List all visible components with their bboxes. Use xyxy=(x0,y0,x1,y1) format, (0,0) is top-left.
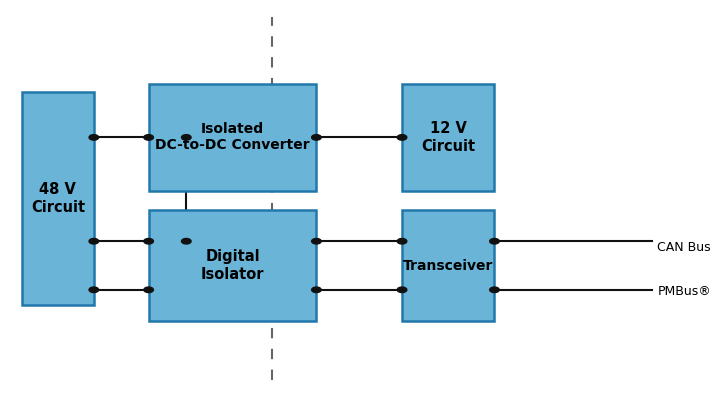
Text: CAN Bus: CAN Bus xyxy=(658,241,711,254)
Circle shape xyxy=(397,135,407,140)
Circle shape xyxy=(144,287,154,293)
Circle shape xyxy=(144,239,154,244)
Circle shape xyxy=(490,287,499,293)
Circle shape xyxy=(182,239,191,244)
Circle shape xyxy=(397,239,407,244)
Circle shape xyxy=(397,287,407,293)
Text: 12 V
Circuit: 12 V Circuit xyxy=(421,121,475,154)
Text: PMBus®: PMBus® xyxy=(658,285,712,298)
Circle shape xyxy=(312,287,321,293)
FancyBboxPatch shape xyxy=(149,84,317,191)
Text: Digital
Isolator: Digital Isolator xyxy=(201,249,264,282)
Text: 48 V
Circuit: 48 V Circuit xyxy=(31,182,85,215)
Circle shape xyxy=(89,287,98,293)
Circle shape xyxy=(312,239,321,244)
Circle shape xyxy=(490,239,499,244)
FancyBboxPatch shape xyxy=(402,84,495,191)
Text: Isolated
DC-to-DC Converter: Isolated DC-to-DC Converter xyxy=(155,122,310,152)
Circle shape xyxy=(89,239,98,244)
Circle shape xyxy=(182,135,191,140)
Circle shape xyxy=(89,135,98,140)
Text: Transceiver: Transceiver xyxy=(403,258,493,272)
FancyBboxPatch shape xyxy=(22,92,94,305)
Circle shape xyxy=(144,135,154,140)
Circle shape xyxy=(312,135,321,140)
FancyBboxPatch shape xyxy=(402,210,495,321)
FancyBboxPatch shape xyxy=(149,210,317,321)
